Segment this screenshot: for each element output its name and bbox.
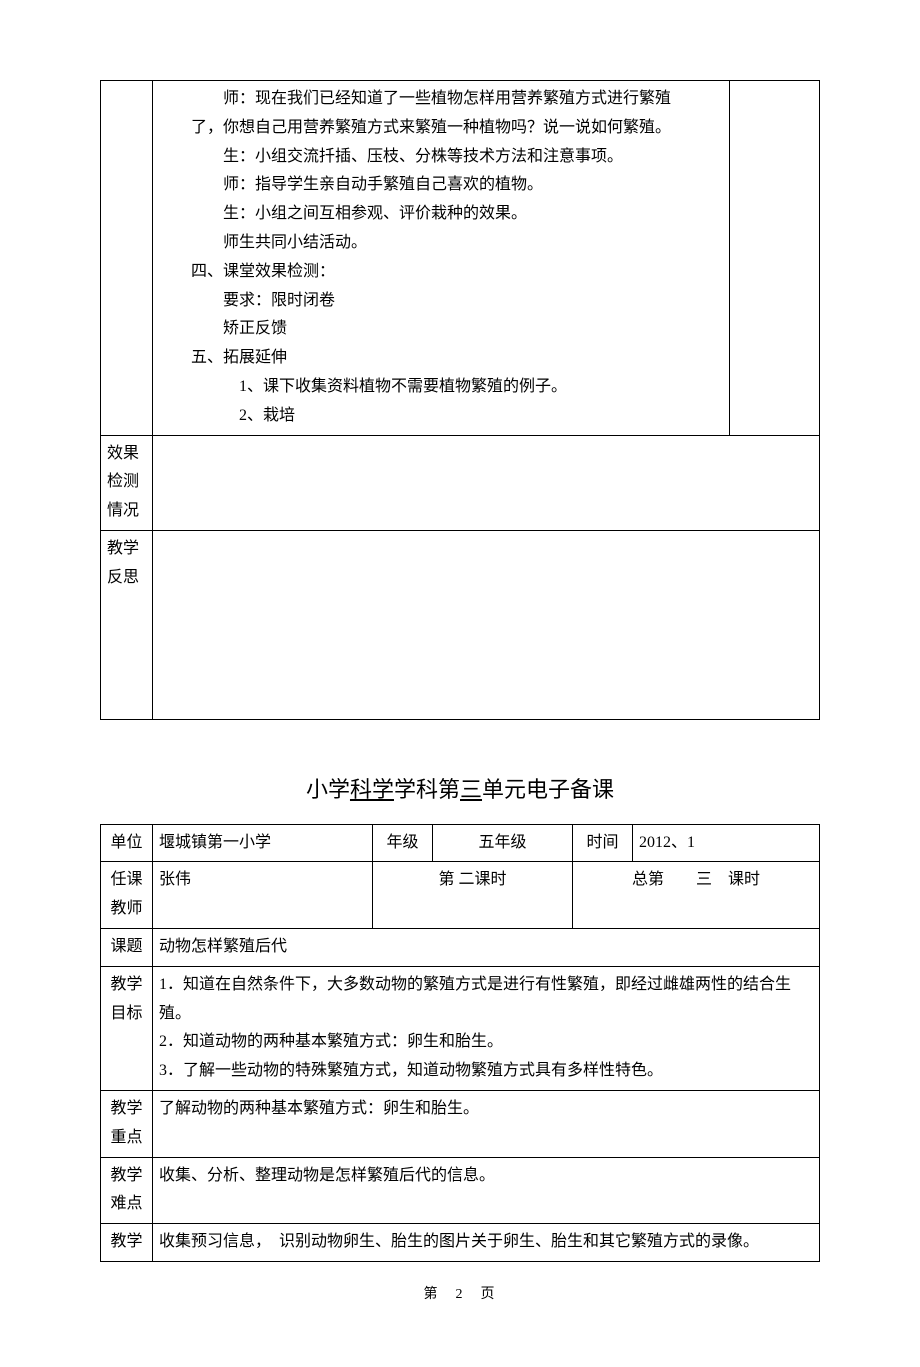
upper-side-cell: [730, 81, 820, 436]
unit-value: 堰城镇第一小学: [153, 824, 373, 862]
title-prefix: 小学: [306, 777, 350, 802]
table-row: 教学难点 收集、分析、整理动物是怎样繁殖后代的信息。: [101, 1157, 820, 1224]
table-row: 教学重点 了解动物的两种基本繁殖方式：卵生和胎生。: [101, 1090, 820, 1157]
title-subject: 科学: [350, 777, 394, 802]
reflection-value: [153, 530, 820, 719]
content-line: 五、拓展延伸: [159, 344, 723, 373]
table-row: 教学 收集预习信息， 识别动物卵生、胎生的图片关于卵生、胎生和其它繁殖方式的录像…: [101, 1224, 820, 1262]
goal-line: 2．知道动物的两种基本繁殖方式：卵生和胎生。: [159, 1028, 813, 1057]
reflection-label: 教学反思: [101, 530, 153, 719]
title-unit-number: 三: [460, 777, 482, 802]
content-line: 四、课堂效果检测：: [159, 258, 723, 287]
title-mid: 学科第: [394, 777, 460, 802]
page-footer: 第 2 页: [100, 1282, 820, 1307]
keypoint-label: 教学重点: [101, 1090, 153, 1157]
lower-lesson-table: 单位 堰城镇第一小学 年级 五年级 时间 2012、1 任课教师 张伟 第 二课…: [100, 824, 820, 1262]
time-value: 2012、1: [633, 824, 820, 862]
table-row: 教学反思: [101, 530, 820, 719]
table-row: 教学目标 1．知道在自然条件下，大多数动物的繁殖方式是进行有性繁殖，即经过雌雄两…: [101, 966, 820, 1090]
table-row: 师：现在我们已经知道了一些植物怎样用营养繁殖方式进行繁殖了，你想自己用营养繁殖方…: [101, 81, 820, 436]
content-line: 师：现在我们已经知道了一些植物怎样用营养繁殖方式进行繁殖: [159, 85, 723, 114]
content-line: 了，你想自己用营养繁殖方式来繁殖一种植物吗？说一说如何繁殖。: [159, 114, 723, 143]
upper-lesson-table: 师：现在我们已经知道了一些植物怎样用营养繁殖方式进行繁殖了，你想自己用营养繁殖方…: [100, 80, 820, 720]
difficulty-value: 收集、分析、整理动物是怎样繁殖后代的信息。: [153, 1157, 820, 1224]
content-line: 矫正反馈: [159, 315, 723, 344]
prep-value: 收集预习信息， 识别动物卵生、胎生的图片关于卵生、胎生和其它繁殖方式的录像。: [153, 1224, 820, 1262]
total-lesson-number: 总第 三 课时: [573, 862, 820, 929]
topic-label: 课题: [101, 928, 153, 966]
table-row: 课题 动物怎样繁殖后代: [101, 928, 820, 966]
teacher-label: 任课教师: [101, 862, 153, 929]
lesson-number: 第 二课时: [373, 862, 573, 929]
effect-check-label: 效果检测情况: [101, 435, 153, 530]
grade-value: 五年级: [433, 824, 573, 862]
upper-content-cell: 师：现在我们已经知道了一些植物怎样用营养繁殖方式进行繁殖了，你想自己用营养繁殖方…: [153, 81, 730, 436]
goal-value: 1．知道在自然条件下，大多数动物的繁殖方式是进行有性繁殖，即经过雌雄两性的结合生…: [153, 966, 820, 1090]
difficulty-label: 教学难点: [101, 1157, 153, 1224]
goal-line: 3．了解一些动物的特殊繁殖方式，知道动物繁殖方式具有多样性特色。: [159, 1057, 813, 1086]
content-line: 要求：限时闭卷: [159, 287, 723, 316]
title-suffix: 单元电子备课: [482, 777, 614, 802]
unit-label: 单位: [101, 824, 153, 862]
upper-left-blank: [101, 81, 153, 436]
table-row: 单位 堰城镇第一小学 年级 五年级 时间 2012、1: [101, 824, 820, 862]
grade-label: 年级: [373, 824, 433, 862]
content-line: 师：指导学生亲自动手繁殖自己喜欢的植物。: [159, 171, 723, 200]
keypoint-value: 了解动物的两种基本繁殖方式：卵生和胎生。: [153, 1090, 820, 1157]
content-line: 1、课下收集资料植物不需要植物繁殖的例子。: [159, 373, 723, 402]
table-row: 任课教师 张伟 第 二课时 总第 三 课时: [101, 862, 820, 929]
time-label: 时间: [573, 824, 633, 862]
content-line: 生：小组交流扦插、压枝、分株等技术方法和注意事项。: [159, 143, 723, 172]
page: 师：现在我们已经知道了一些植物怎样用营养繁殖方式进行繁殖了，你想自己用营养繁殖方…: [0, 0, 920, 1367]
table-row: 效果检测情况: [101, 435, 820, 530]
goal-label: 教学目标: [101, 966, 153, 1090]
content-line: 师生共同小结活动。: [159, 229, 723, 258]
topic-value: 动物怎样繁殖后代: [153, 928, 820, 966]
content-line: 生：小组之间互相参观、评价栽种的效果。: [159, 200, 723, 229]
teacher-value: 张伟: [153, 862, 373, 929]
content-line: 2、栽培: [159, 402, 723, 431]
prep-label: 教学: [101, 1224, 153, 1262]
effect-check-value: [153, 435, 820, 530]
goal-line: 1．知道在自然条件下，大多数动物的繁殖方式是进行有性繁殖，即经过雌雄两性的结合生…: [159, 971, 813, 1029]
section-title: 小学科学学科第三单元电子备课: [100, 770, 820, 810]
